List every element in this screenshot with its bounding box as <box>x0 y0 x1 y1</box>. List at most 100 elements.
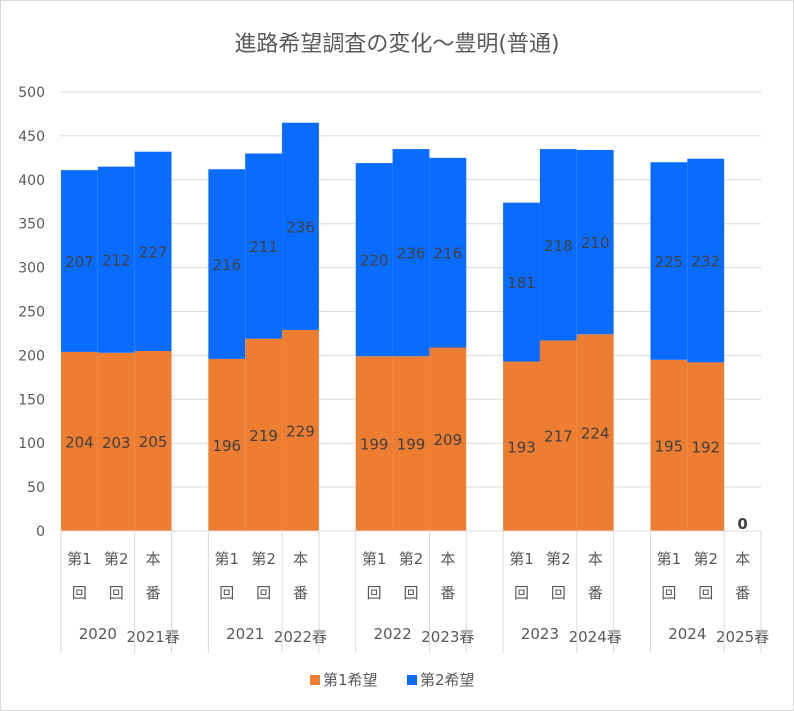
bar-series1 <box>392 356 430 531</box>
x-category-label: 回 <box>109 584 124 602</box>
data-label-series1: 219 <box>249 427 278 445</box>
data-label-series1: 205 <box>139 433 168 451</box>
x-category-label: 回 <box>661 584 676 602</box>
bar-series1 <box>355 356 393 531</box>
bar-series2 <box>539 149 577 341</box>
data-label-series2: 232 <box>691 253 720 271</box>
y-tick-label: 500 <box>18 85 45 101</box>
bar-series2 <box>576 149 614 335</box>
data-label-series2: 236 <box>397 245 426 263</box>
x-category-label: 回 <box>72 584 87 602</box>
data-label-series2: 216 <box>212 256 241 274</box>
legend-swatch-series2 <box>407 675 417 685</box>
x-category-label: 回 <box>256 584 271 602</box>
x-category-label: 本 <box>293 550 308 568</box>
bar-series1 <box>429 347 467 531</box>
bar-series1 <box>208 358 246 531</box>
bar-series1 <box>539 340 577 531</box>
x-category-label: 回 <box>551 584 566 602</box>
data-label-series1: 229 <box>286 422 315 440</box>
x-category-label: 回 <box>698 584 713 602</box>
bar-series2 <box>650 162 688 360</box>
x-spring-label: 2022春 <box>274 628 327 646</box>
x-year-label: 2024 <box>668 625 706 643</box>
x-category-label: 第2 <box>251 550 276 568</box>
data-label-series1: 203 <box>102 434 131 452</box>
data-label-series2: 207 <box>65 253 94 271</box>
x-category-label: 番 <box>440 584 455 602</box>
x-category-label: 第1 <box>657 550 682 568</box>
x-category-label: 第2 <box>399 550 424 568</box>
data-label-series2: 181 <box>507 274 536 292</box>
x-category-label: 番 <box>735 584 750 602</box>
data-label-series1: 193 <box>507 438 536 456</box>
x-spring-label: 2025春 <box>716 628 769 646</box>
legend-label-series1: 第1希望 <box>323 671 378 689</box>
legend-label-series2: 第2希望 <box>420 671 475 689</box>
x-spring-label: 2023春 <box>421 628 474 646</box>
bar-series1 <box>576 334 614 531</box>
y-tick-label: 300 <box>18 261 45 277</box>
data-label-series1: 0 <box>737 515 747 533</box>
x-category-label: 番 <box>293 584 308 602</box>
y-tick-label: 250 <box>18 305 45 321</box>
data-label-series1: 209 <box>434 431 463 449</box>
data-label-series2: 212 <box>102 252 131 270</box>
bar-series2 <box>392 149 430 357</box>
x-category-label: 本 <box>146 550 161 568</box>
data-label-series2: 211 <box>249 238 278 256</box>
data-label-series1: 204 <box>65 433 94 451</box>
bar-series1 <box>61 351 98 531</box>
bar-series2 <box>355 163 393 357</box>
data-label-series1: 199 <box>360 436 389 454</box>
x-year-label: 2020 <box>79 625 117 643</box>
data-label-series1: 199 <box>397 436 426 454</box>
bar-series1 <box>245 338 283 531</box>
y-tick-label: 100 <box>18 436 45 452</box>
bar-series2 <box>282 122 319 330</box>
legend-swatch-series1 <box>310 675 320 685</box>
data-label-series1: 196 <box>212 437 241 455</box>
x-category-label: 回 <box>514 584 529 602</box>
data-label-series2: 216 <box>434 245 463 263</box>
data-label-series2: 236 <box>286 218 315 236</box>
x-category-label: 番 <box>146 584 161 602</box>
y-tick-label: 50 <box>27 480 45 496</box>
data-label-series1: 217 <box>544 428 573 446</box>
data-label-series1: 224 <box>581 425 610 443</box>
bar-series1 <box>650 359 688 531</box>
x-category-label: 第2 <box>104 550 129 568</box>
x-year-label: 2023 <box>521 625 559 643</box>
x-category-label: 第2 <box>693 550 718 568</box>
data-label-series2: 210 <box>581 234 610 252</box>
data-label-series2: 218 <box>544 237 573 255</box>
data-label-series1: 195 <box>655 437 684 455</box>
bar-series2 <box>61 170 98 352</box>
bar-series2 <box>503 202 540 362</box>
x-category-label: 第1 <box>509 550 534 568</box>
bar-series2 <box>245 153 283 339</box>
data-label-series2: 227 <box>139 243 168 261</box>
x-category-label: 本 <box>440 550 455 568</box>
x-category-label: 第1 <box>67 550 92 568</box>
x-category-label: 第2 <box>546 550 571 568</box>
bar-series1 <box>134 351 172 531</box>
bar-series2 <box>134 151 172 352</box>
x-category-label: 本 <box>588 550 603 568</box>
x-category-label: 回 <box>367 584 382 602</box>
y-tick-label: 150 <box>18 392 45 408</box>
x-spring-label: 2021春 <box>127 628 180 646</box>
data-label-series2: 220 <box>360 252 389 270</box>
y-tick-label: 400 <box>18 173 45 189</box>
x-category-label: 回 <box>403 584 418 602</box>
bar-series2 <box>97 166 135 353</box>
x-category-label: 回 <box>219 584 234 602</box>
data-label-series1: 192 <box>691 439 720 457</box>
x-year-label: 2021 <box>226 625 264 643</box>
bar-series2 <box>429 157 467 348</box>
data-label-series2: 225 <box>655 253 684 271</box>
bar-series1 <box>503 361 540 531</box>
x-category-label: 第1 <box>215 550 240 568</box>
